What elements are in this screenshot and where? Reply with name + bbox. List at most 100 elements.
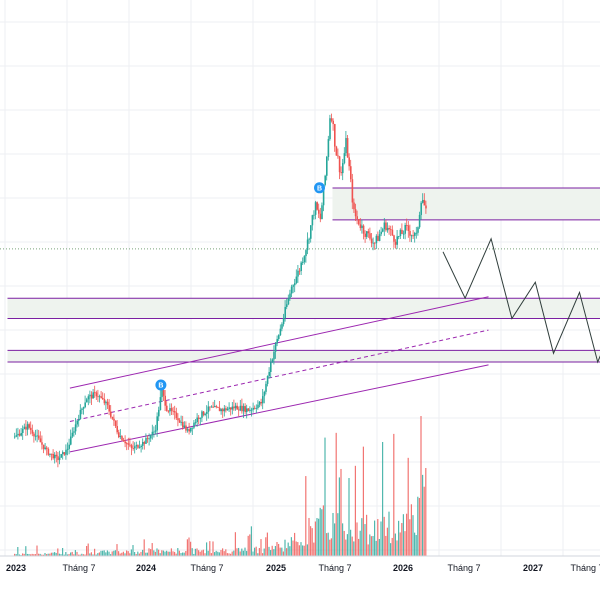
volume-bar — [396, 540, 398, 556]
candle-body — [28, 424, 30, 428]
candle-body — [146, 438, 149, 439]
volume-bar — [143, 539, 145, 556]
volume-bar — [290, 537, 292, 556]
candle-body — [121, 436, 123, 441]
volume-bar — [185, 550, 187, 556]
candle-body — [94, 392, 96, 394]
candle-body — [103, 399, 106, 404]
candle-body — [182, 421, 184, 428]
volume-bar — [79, 554, 81, 556]
volume-bar — [71, 551, 73, 556]
volume-bar — [242, 550, 244, 556]
volume-bar — [356, 522, 358, 556]
volume-bar — [350, 529, 352, 556]
volume-bar — [190, 541, 192, 556]
buy-marker[interactable]: B — [155, 379, 167, 391]
volume-bar — [39, 553, 41, 556]
volume-bar — [386, 527, 388, 556]
volume-bar — [370, 536, 372, 556]
volume-bar — [393, 433, 395, 556]
buy-marker[interactable]: B — [314, 182, 325, 194]
candle-body — [346, 138, 349, 158]
volume-bar — [260, 539, 262, 556]
candle-body — [399, 229, 402, 237]
volume-bar — [95, 554, 97, 556]
volume-bar — [87, 543, 89, 556]
candle-body — [337, 155, 339, 157]
candle-body — [418, 214, 421, 228]
candle-body — [268, 371, 270, 376]
volume-bar — [50, 552, 52, 556]
candle-body — [210, 406, 213, 408]
volume-bar — [154, 551, 156, 556]
volume-bar — [394, 533, 396, 556]
volume-bar — [62, 547, 64, 556]
candle-body — [14, 436, 16, 438]
candle-body — [55, 454, 58, 457]
candle-body — [33, 433, 35, 437]
volume-bar — [177, 548, 179, 556]
volume-bar — [342, 523, 344, 556]
candle-body — [62, 452, 64, 455]
volume-bar — [282, 551, 284, 556]
candle-body — [188, 429, 190, 432]
buy-markers[interactable]: BB — [155, 182, 325, 391]
volume-bar — [214, 552, 216, 556]
volume-bar — [25, 546, 27, 556]
volume-bar — [234, 532, 236, 556]
volume-bar — [254, 547, 256, 556]
volume-bar — [180, 553, 182, 556]
candle-body — [175, 412, 178, 419]
volume-bar — [249, 534, 251, 556]
candle-body — [226, 408, 229, 411]
volume-bar — [103, 550, 105, 556]
x-tick-label: Tháng 7 — [62, 563, 95, 573]
candle-body — [198, 417, 200, 419]
volume-bar — [106, 550, 108, 556]
channel-middle-line — [69, 329, 489, 422]
volume-bar — [86, 546, 88, 556]
candle-body — [87, 396, 90, 400]
buy-marker-circle[interactable] — [314, 182, 325, 194]
candle-body — [244, 406, 246, 413]
candle-body — [380, 231, 382, 235]
candle-body — [206, 411, 208, 414]
x-tick-label: Tháng 7 — [318, 563, 351, 573]
x-tick-label: Tháng 7 — [190, 563, 223, 573]
candle-body — [409, 230, 411, 236]
candle-body — [23, 426, 26, 429]
candle-body — [215, 406, 218, 408]
candle-body — [239, 405, 242, 411]
candle-body — [415, 232, 418, 234]
candle-body — [170, 408, 173, 411]
volume-bar — [182, 552, 184, 556]
buy-marker-circle[interactable] — [155, 379, 167, 391]
candle-body — [314, 202, 317, 215]
volume-bar — [81, 553, 83, 556]
candle-body — [209, 406, 211, 408]
candle-body — [298, 270, 301, 272]
volume-bar — [118, 551, 120, 556]
volume-bar — [334, 523, 336, 556]
volume-bar — [287, 542, 289, 556]
volume-bar — [164, 551, 166, 556]
volume-bar — [14, 553, 16, 556]
volume-bar — [116, 544, 118, 556]
volume-bar — [36, 545, 38, 556]
candle-body — [254, 407, 256, 409]
volume-bar — [366, 514, 368, 556]
volume-bar — [55, 552, 57, 556]
trend-channel — [69, 296, 489, 453]
candle-body — [74, 424, 77, 432]
candle-body — [92, 392, 94, 399]
candle-body — [82, 407, 85, 409]
volume-bar — [15, 554, 17, 556]
volume-bar — [108, 551, 110, 556]
candle-body — [351, 179, 354, 203]
volume-bar — [199, 551, 201, 556]
candle-body — [47, 448, 50, 455]
candle-body — [156, 416, 158, 431]
candle-body — [54, 454, 56, 459]
